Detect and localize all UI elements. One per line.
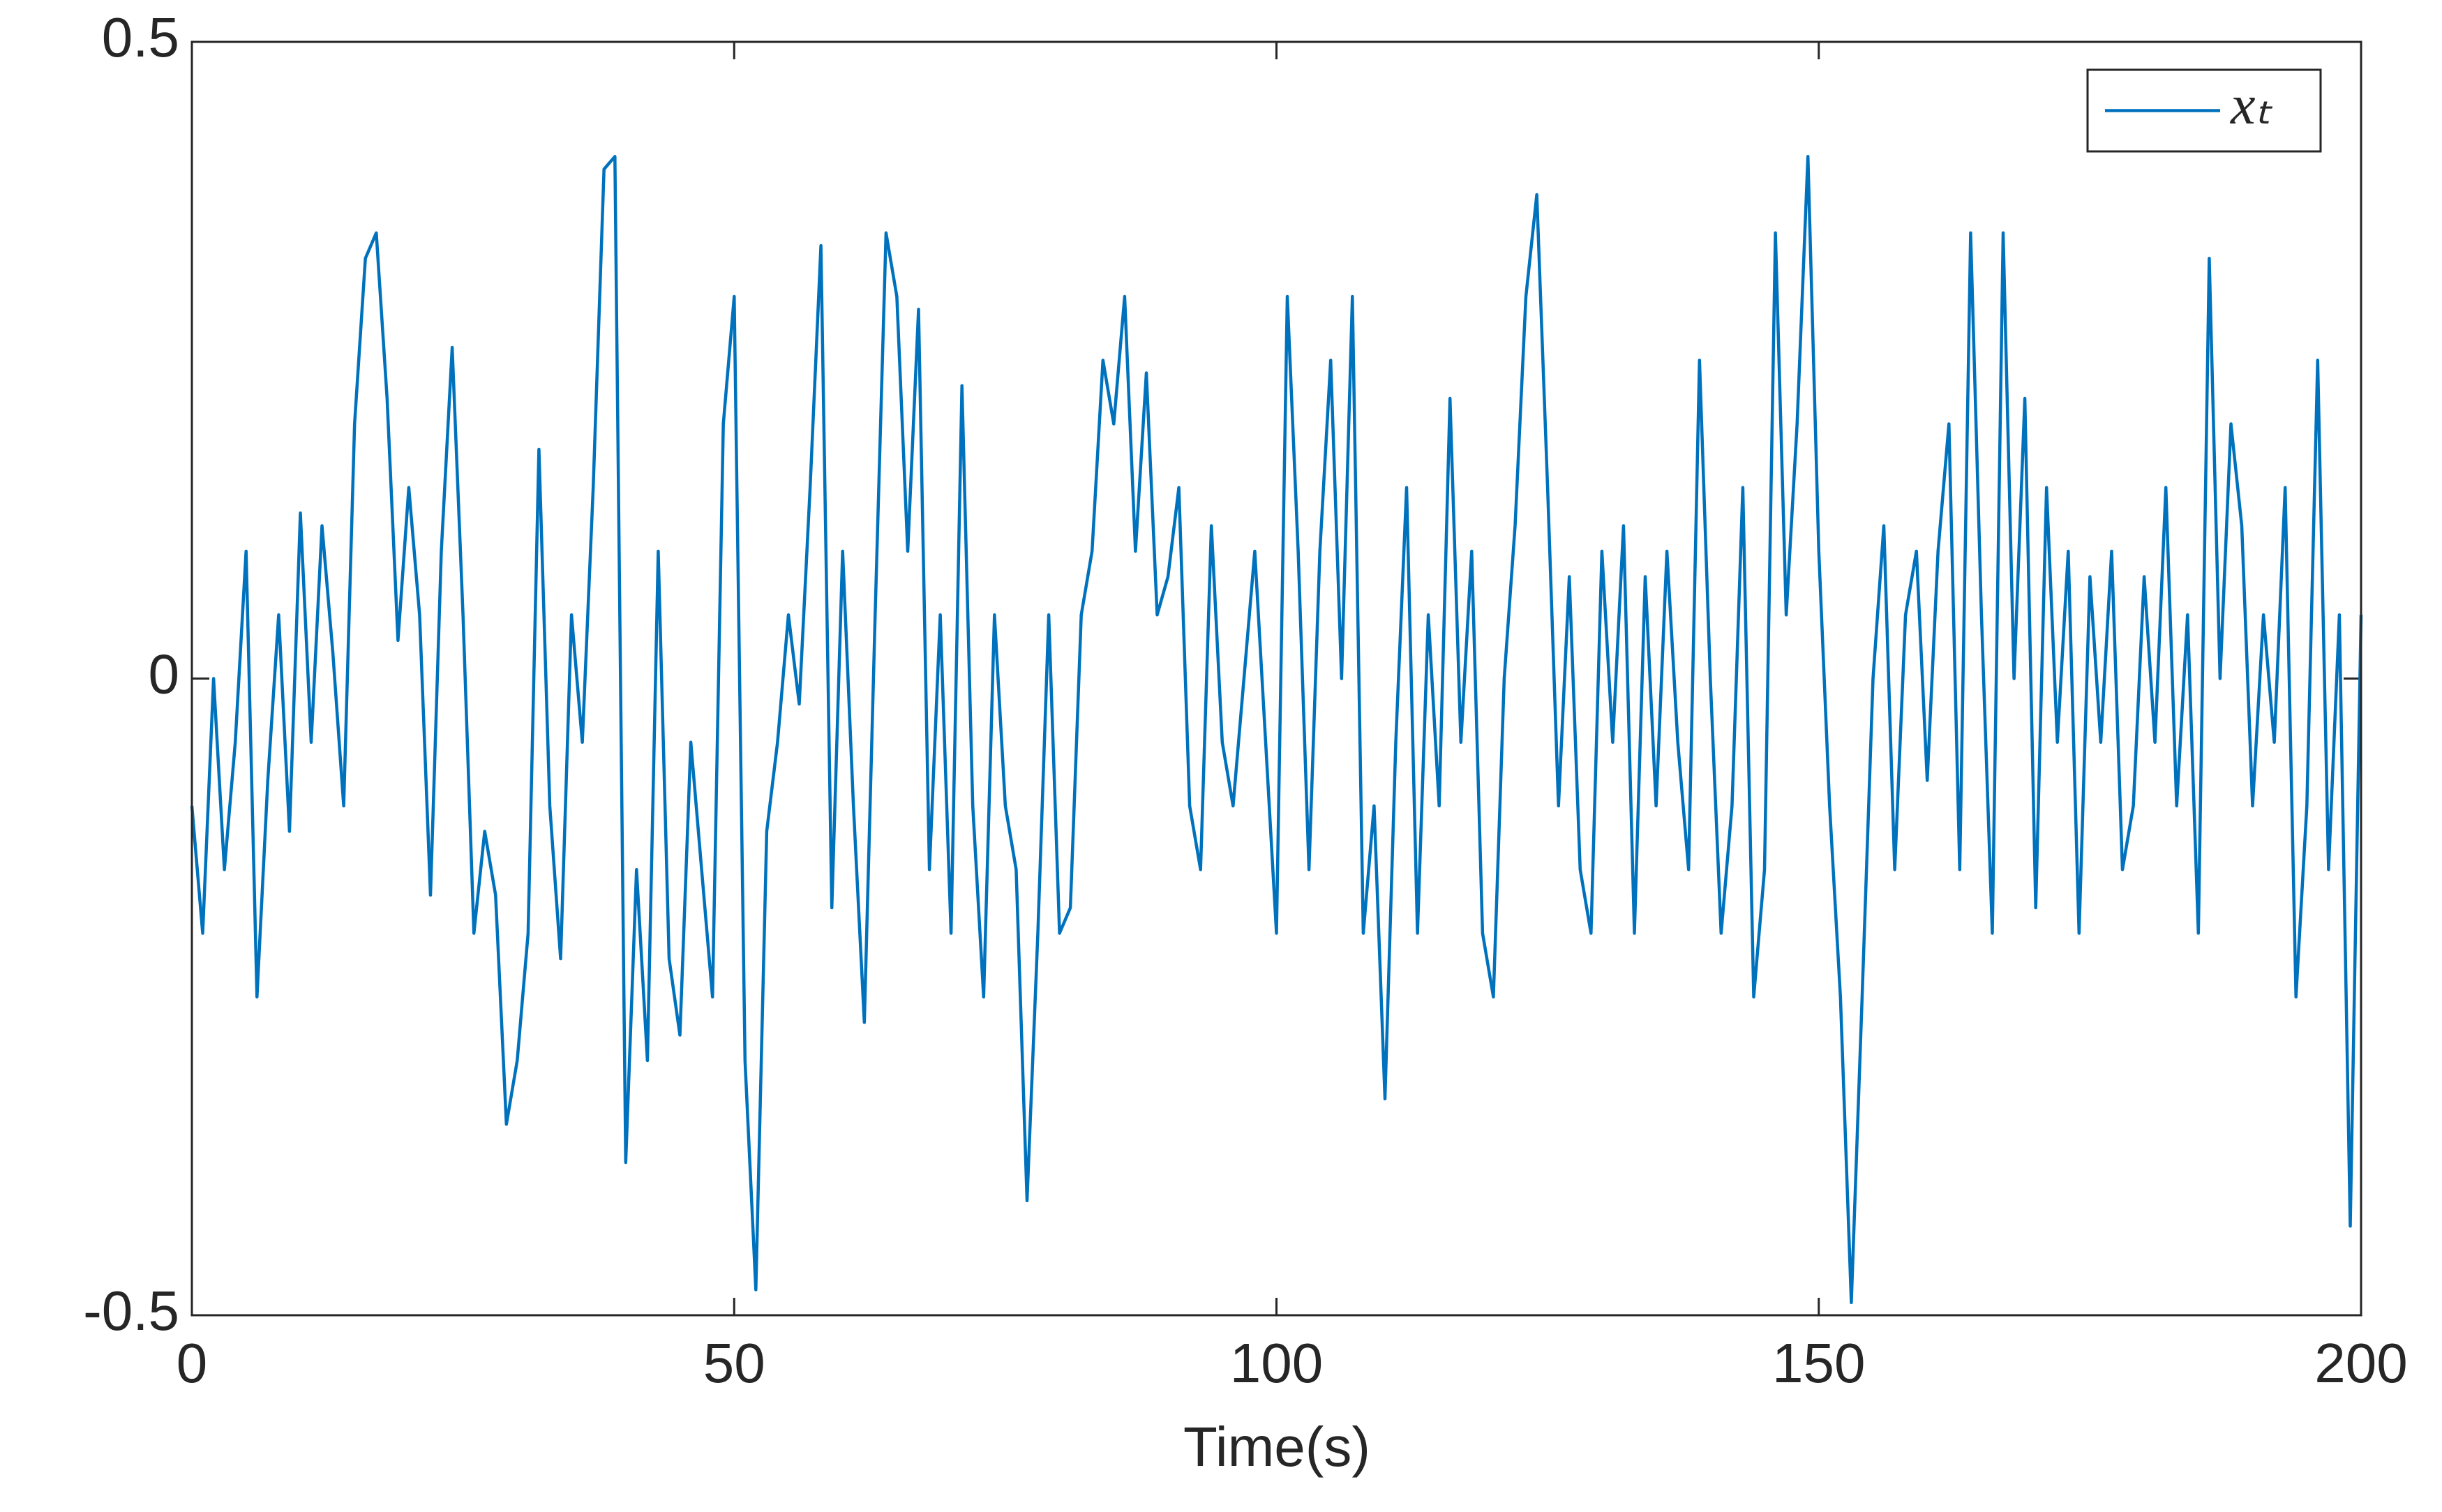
x-tick-label: 0 bbox=[177, 1332, 208, 1394]
axes-box bbox=[190, 40, 2362, 1317]
x-tick-label: 150 bbox=[1772, 1332, 1865, 1394]
data-line bbox=[190, 155, 2363, 1305]
x-tick-label: 100 bbox=[1230, 1332, 1323, 1394]
y-tick-label: 0.5 bbox=[102, 6, 179, 68]
x-axis-label: Time(s) bbox=[1183, 1416, 1370, 1478]
legend-label: xₜ bbox=[2230, 75, 2273, 136]
x-tick-label: 200 bbox=[2314, 1332, 2407, 1394]
x-tick-label: 50 bbox=[703, 1332, 765, 1394]
y-tick-label: 0 bbox=[149, 643, 180, 705]
y-tick-label: -0.5 bbox=[83, 1280, 179, 1342]
